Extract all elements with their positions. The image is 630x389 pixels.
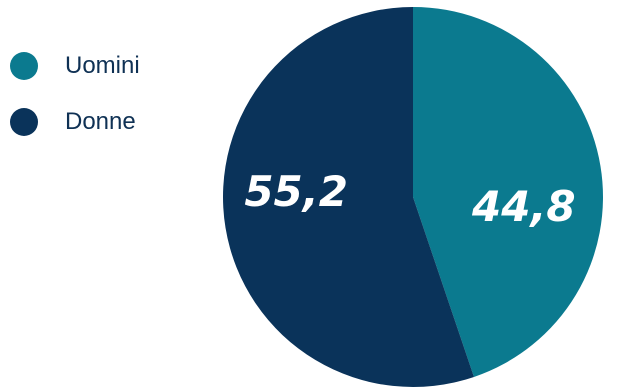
- legend-swatch-uomini: [10, 52, 38, 80]
- legend-label-uomini: Uomini: [65, 52, 140, 79]
- pie-slice-uomini: [413, 7, 603, 377]
- legend: Uomini Donne: [10, 38, 140, 150]
- data-label-uomini: 44,8: [471, 182, 576, 231]
- legend-item-donne: Donne: [10, 94, 140, 150]
- pie-data-labels: 44,8 55,2: [244, 167, 575, 231]
- legend-label-donne: Donne: [65, 108, 136, 135]
- legend-item-uomini: Uomini: [10, 38, 140, 94]
- legend-swatch-donne: [10, 108, 38, 136]
- data-label-donne: 55,2: [244, 167, 348, 216]
- pie-slice-donne: [223, 7, 474, 387]
- pie-slices: [223, 7, 603, 387]
